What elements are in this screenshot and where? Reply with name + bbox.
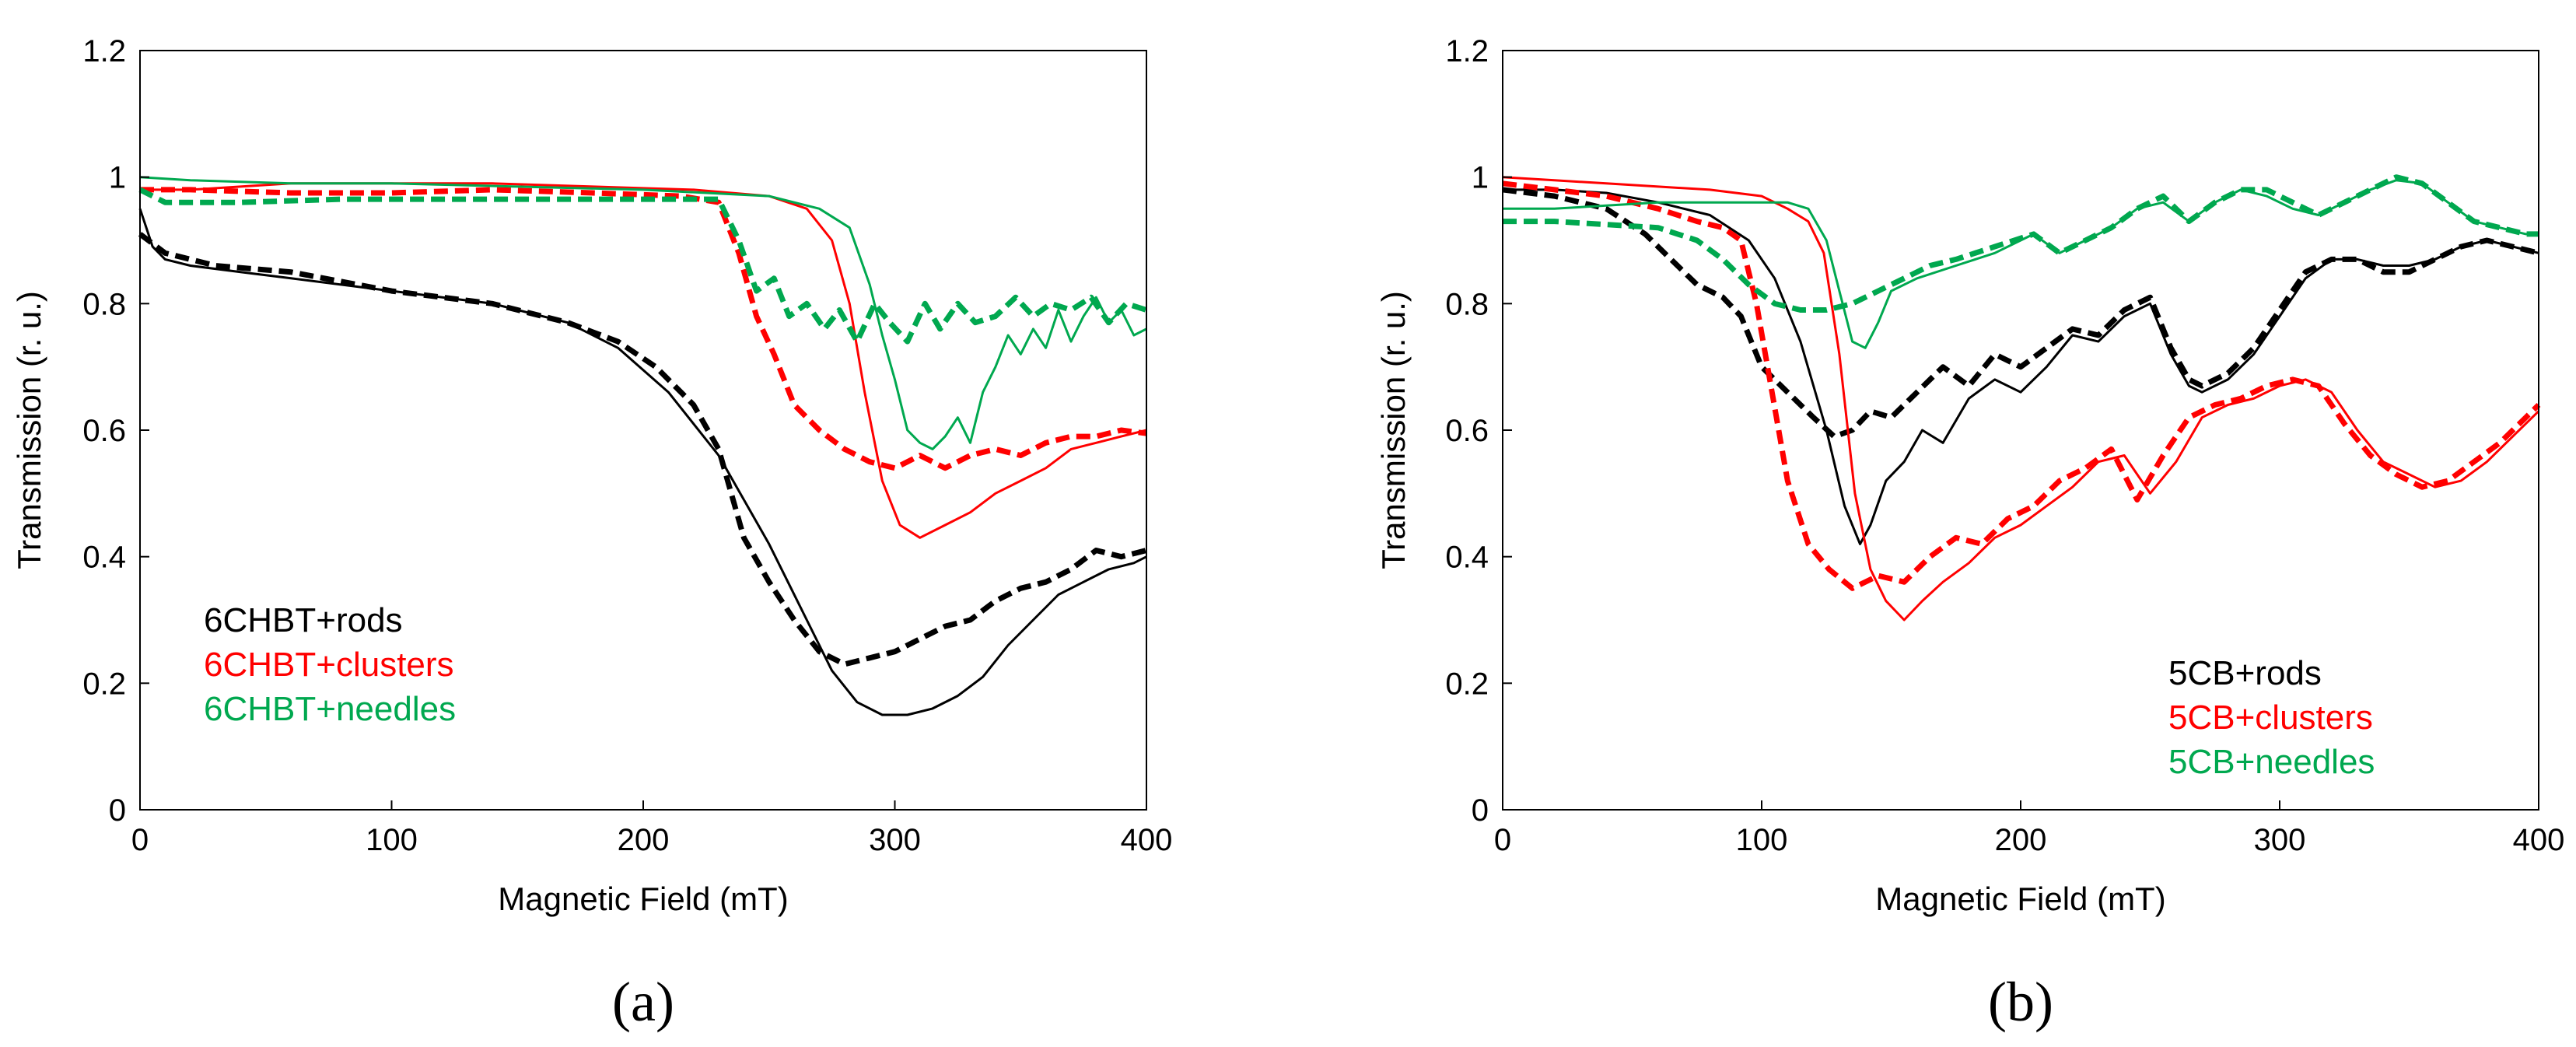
panel-b-x-tick-label: 100 bbox=[1736, 823, 1788, 857]
panel-a-y-tick-label: 0.4 bbox=[82, 541, 126, 575]
panel-b-series-line-2 bbox=[1502, 176, 2540, 622]
panel-b-y-tick-label: 0.8 bbox=[1445, 287, 1489, 321]
panel-b-x-tick-label: 400 bbox=[2513, 823, 2565, 857]
panel-a-y-tick-label: 0.6 bbox=[82, 414, 126, 448]
panel-b-legend-rods: 5CB+rods bbox=[2168, 654, 2322, 692]
panel-b-y-tick-label: 0 bbox=[1472, 793, 1489, 828]
panel-b-legend-needles: 5CB+needles bbox=[2168, 743, 2375, 781]
panel-a-series-line-3 bbox=[140, 187, 1147, 471]
panel-b: 0 100 200 300 400 0 0.2 0.4 0.6 0.8 1 1.2 Magnetic … bbox=[1375, 34, 2564, 1033]
panel-b-x-tick-label: 200 bbox=[1995, 823, 2047, 857]
panel-a-axes: 0 100 200 300 400 0 0.2 0.4 0.6 0.8 1 1.2 bbox=[82, 34, 1172, 857]
panel-a-x-tick-label: 400 bbox=[1121, 823, 1173, 857]
panel-a-y-tick-label: 1 bbox=[109, 161, 126, 195]
panel-b-y-tick-label: 0.2 bbox=[1445, 667, 1489, 701]
panel-a-y-tick-label: 1.2 bbox=[82, 34, 126, 68]
panel-a-series-line-4 bbox=[139, 176, 1147, 450]
panel-b-series-layer bbox=[1502, 174, 2541, 622]
panel-a-series-line-5 bbox=[138, 187, 1148, 345]
panel-a-y-tick-label: 0.8 bbox=[82, 287, 126, 321]
panel-b-label: (b) bbox=[1988, 971, 2053, 1033]
panel-a-series-line-0 bbox=[138, 208, 1147, 716]
panel-a-legend-rods: 6CHBT+rods bbox=[204, 601, 403, 639]
panel-a-x-tick-label: 300 bbox=[869, 823, 921, 857]
panel-a-x-axis-label: Magnetic Field (mT) bbox=[498, 881, 788, 917]
panel-a-x-tick-label: 200 bbox=[618, 823, 670, 857]
panel-b-series-line-5 bbox=[1503, 174, 2539, 313]
panel-a-x-tick-label: 0 bbox=[131, 823, 149, 857]
panel-b-y-tick-label: 0.4 bbox=[1445, 541, 1489, 575]
panel-b-x-tick-label: 300 bbox=[2254, 823, 2306, 857]
panel-a-label: (a) bbox=[612, 971, 674, 1033]
panel-a-legend-clusters: 6CHBT+clusters bbox=[204, 646, 454, 684]
panel-a-legend-needles: 6CHBT+needles bbox=[204, 690, 456, 728]
panel-a-series-line-2 bbox=[140, 182, 1147, 539]
panel-b-y-axis-label: Transmission (r. u.) bbox=[1375, 291, 1412, 569]
panel-a-y-tick-label: 0.2 bbox=[82, 667, 126, 701]
panel-b-y-tick-label: 0.6 bbox=[1445, 414, 1489, 448]
panel-a-series-layer bbox=[138, 176, 1148, 716]
panel-b-x-axis-label: Magnetic Field (mT) bbox=[1875, 881, 2165, 917]
panel-b-y-tick-label: 1.2 bbox=[1445, 34, 1489, 68]
panel-b-series-line-3 bbox=[1502, 180, 2541, 591]
panel-a-y-axis-label: Transmission (r. u.) bbox=[11, 291, 47, 569]
panel-a-x-tick-label: 100 bbox=[366, 823, 418, 857]
panel-b-y-tick-label: 1 bbox=[1472, 161, 1489, 195]
panel-b-axes: 0 100 200 300 400 0 0.2 0.4 0.6 0.8 1 1.2 bbox=[1445, 34, 2564, 857]
panel-b-series-line-0 bbox=[1503, 188, 2539, 545]
panel-a-y-tick-label: 0 bbox=[109, 793, 126, 828]
panel-a-series-line-1 bbox=[138, 232, 1147, 667]
panel-b-series-line-1 bbox=[1502, 187, 2539, 439]
panel-a: 0 100 200 300 400 0 0.2 0.4 0.6 0.8 1 1.2 Magnetic … bbox=[11, 34, 1172, 1033]
panel-b-legend-clusters: 5CB+clusters bbox=[2168, 699, 2373, 737]
panel-b-x-tick-label: 0 bbox=[1494, 823, 1511, 857]
